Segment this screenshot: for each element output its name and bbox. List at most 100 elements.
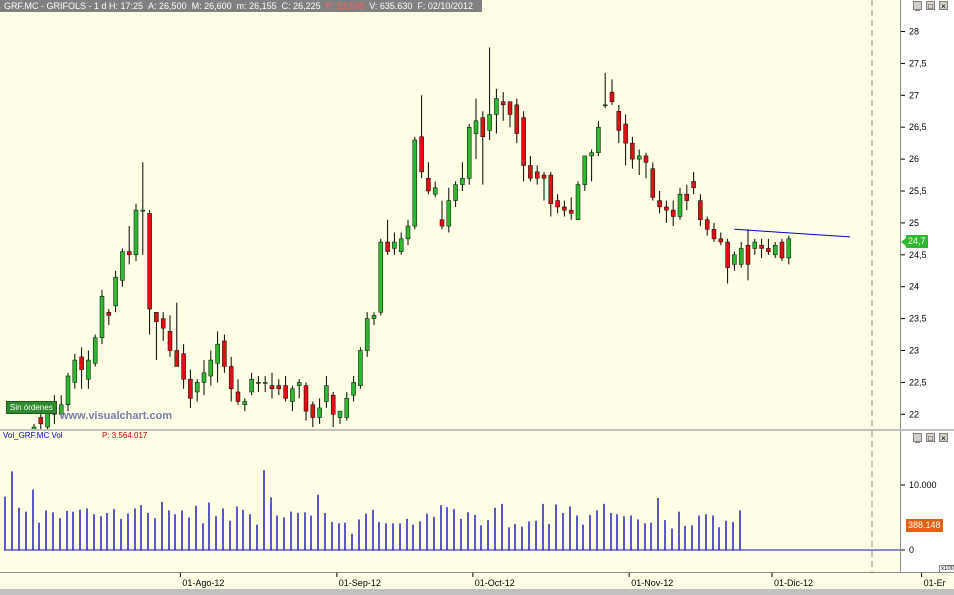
minimize-icon[interactable]: _ [913, 1, 922, 11]
candle-body [752, 241, 758, 249]
price-tick-label: 23,5 [909, 314, 927, 324]
volume-minimize-icon[interactable]: _ [913, 433, 922, 443]
candle-body [480, 117, 486, 138]
candle-body [262, 382, 268, 384]
volume-axis: 10.000 0 [900, 431, 954, 572]
candle-body [602, 104, 608, 107]
candle-body [718, 238, 724, 243]
volume-chart[interactable] [0, 431, 954, 572]
candle-body [330, 394, 336, 415]
candle-body [589, 152, 594, 157]
candle-body [106, 311, 112, 316]
candle-body [140, 209, 146, 212]
candle-body [337, 410, 343, 418]
price-tick-label: 25,5 [909, 186, 927, 196]
maximize-icon[interactable]: □ [926, 1, 935, 11]
close-icon[interactable]: × [939, 1, 948, 11]
scale-x100-button[interactable]: x100 [939, 565, 954, 573]
watermark: www.visualchart.com [60, 410, 173, 422]
candle-body [38, 417, 44, 425]
candle-body [772, 244, 778, 256]
volume-chart-panel[interactable] [0, 431, 954, 572]
date-tick-label: 01-Nov-12 [631, 578, 673, 588]
candle-body [364, 318, 370, 351]
candle-body [684, 193, 690, 201]
candle-body [732, 254, 737, 265]
candle-body [609, 91, 615, 102]
candle-body [126, 251, 132, 256]
price-tick-label: 25 [909, 218, 919, 228]
candle-body [494, 98, 499, 115]
candle-body [310, 404, 316, 418]
sin-ordenes-button[interactable]: Sin órdenes [6, 401, 57, 414]
candle-body [412, 139, 418, 227]
header-item: C: 26,225 [281, 1, 321, 11]
candle-body [616, 111, 622, 131]
header-item: F: 02/10/2012 [417, 1, 473, 11]
candle-body [385, 241, 390, 252]
price-tick-label: 22,5 [909, 377, 927, 387]
price-tick-label: 22 [909, 409, 919, 419]
candle-body [215, 343, 220, 364]
candle-body [643, 155, 649, 163]
volume-tick-label: 10.000 [909, 480, 937, 490]
candle-body [426, 177, 431, 192]
candle-body [405, 225, 411, 240]
date-axis: 01-Ago-12 01-Sep-12 01-Oct-12 01-Nov-12 01-D… [0, 572, 954, 589]
candle-body [398, 238, 404, 252]
candle-body [188, 378, 193, 399]
candle-body [745, 244, 751, 265]
candle-body [344, 398, 350, 418]
candle-body [657, 200, 662, 208]
candle-body [630, 142, 635, 160]
candle-body [419, 136, 424, 173]
candle-body [786, 238, 792, 259]
candle-body [664, 206, 669, 211]
candle-body [72, 359, 78, 383]
candle-body [487, 114, 492, 131]
candle-body [296, 382, 302, 386]
candle-body [242, 401, 248, 405]
candle-body [738, 248, 744, 265]
candle-body [201, 372, 207, 383]
candle-body [154, 311, 159, 323]
candle-body [439, 219, 445, 227]
date-tick-label: 01-Dic-12 [774, 578, 813, 588]
candle-body [358, 350, 363, 386]
volume-indicator-label[interactable]: Vol_GRF.MC Vol [3, 431, 63, 440]
candle-body [568, 209, 574, 214]
candle-body [120, 251, 125, 281]
last-price-tag: 24,7 [906, 235, 928, 248]
candle-body [235, 391, 241, 402]
price-tick-label: 26,5 [909, 122, 927, 132]
volume-maximize-icon[interactable]: □ [926, 433, 935, 443]
candle-body [514, 104, 520, 134]
candle-body [392, 241, 397, 249]
candle-body [290, 388, 295, 402]
last-volume-tag: 388.148 [906, 519, 943, 532]
candle-body [507, 101, 513, 115]
candle-body [534, 171, 540, 179]
candle-body [303, 385, 309, 412]
candle-body [58, 404, 64, 415]
candle-body [704, 219, 710, 230]
header-item: GRF.MC - GRIFOLS - 1 d H: 17:25 [4, 1, 144, 11]
candle-body [725, 241, 730, 268]
candle-body [79, 356, 84, 370]
candle-body [548, 174, 554, 205]
candle-body [582, 155, 588, 185]
price-axis-svg: 28 27,5 27 26,5 26 25,5 25 24,5 24 23,5 23 22,5 22 [901, 27, 927, 419]
candle-body [194, 382, 200, 393]
candle-body [208, 359, 214, 377]
last-price-marker [901, 238, 906, 247]
price-chart[interactable] [0, 0, 900, 440]
candle-body [256, 382, 261, 384]
price-chart-panel[interactable] [0, 0, 900, 440]
candle-body [446, 200, 452, 227]
candle-body [521, 117, 526, 166]
price-tick-label: 27,5 [909, 58, 927, 68]
date-tick-label: 01-Sep-12 [339, 578, 381, 588]
candle-body [596, 126, 601, 153]
candle-body [541, 174, 547, 179]
volume-close-icon[interactable]: × [939, 433, 948, 443]
